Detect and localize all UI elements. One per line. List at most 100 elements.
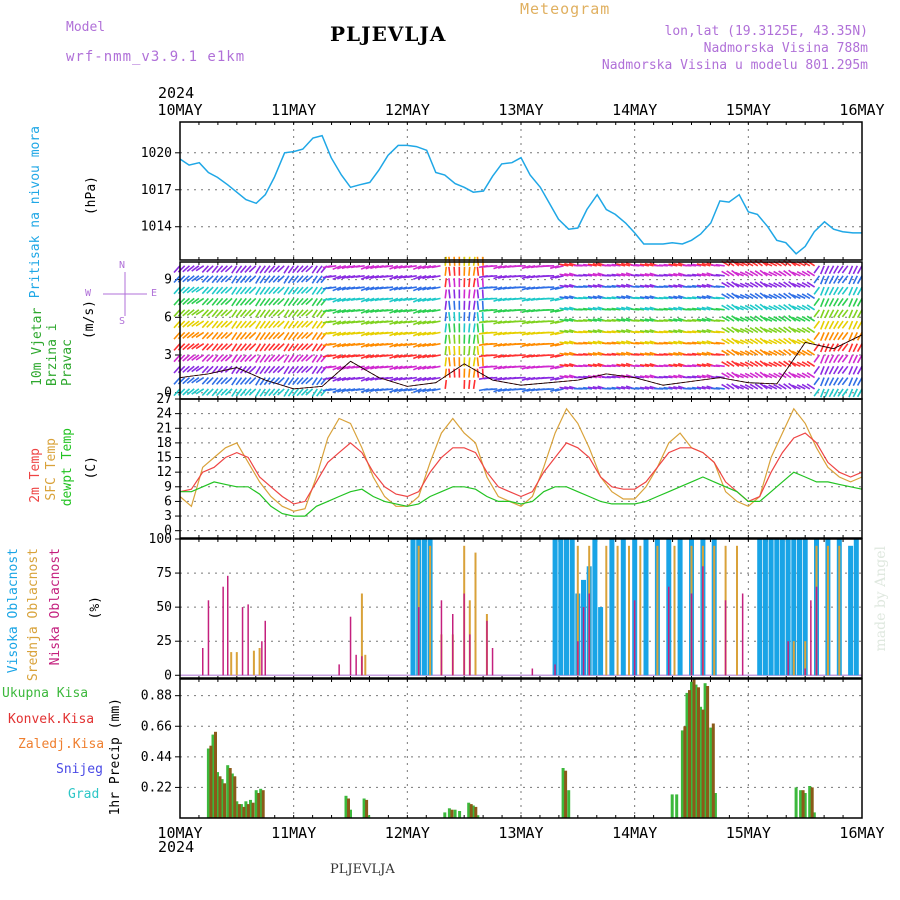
wind-arrow (813, 309, 821, 318)
wind-arrow (305, 331, 314, 339)
wind-arrow (701, 262, 711, 267)
wind-arrow (773, 349, 782, 356)
cloud-bar (838, 545, 841, 676)
wind-arrow (393, 354, 403, 359)
wind-arrow (417, 388, 427, 393)
wind-arrow (182, 365, 191, 373)
wind-arrow (191, 388, 200, 395)
wind-arrow (268, 377, 276, 385)
wind-arrow (370, 286, 380, 291)
wind-arrow (191, 331, 200, 339)
wind-arrow (616, 352, 626, 356)
wind-arrow (763, 328, 773, 334)
wind-arrow (407, 354, 417, 358)
wind-arrow (744, 304, 754, 311)
wind-arrow (311, 331, 318, 341)
wind-arrow (206, 377, 214, 385)
wind-arrow (516, 388, 526, 391)
wind-arrow (398, 286, 408, 291)
wind-arrow (806, 349, 816, 356)
wind-arrow (201, 388, 209, 397)
wind-arrow (749, 338, 759, 345)
wind-arrow (195, 343, 205, 350)
wind-arrow (224, 388, 233, 396)
precip-total-bar (362, 798, 366, 818)
wind-arrow (327, 275, 337, 278)
wind-arrow (635, 364, 645, 368)
wind-arrow (224, 320, 233, 328)
wind-arrow (305, 286, 314, 294)
wind-arrow (195, 275, 205, 282)
wind-arrow (296, 377, 304, 385)
wind-arrow (691, 330, 702, 334)
wind-arrow (559, 307, 569, 311)
wind-arrow (300, 343, 309, 351)
wind-arrow (206, 297, 214, 306)
y-tick-label: 3 (164, 509, 172, 524)
wind-arrow (813, 286, 821, 295)
cloud-bar (598, 607, 604, 676)
wind-arrow (620, 284, 631, 288)
wind-arrow (283, 388, 290, 397)
wind-arrow (422, 297, 432, 302)
wind-arrow (248, 275, 257, 283)
wind-arrow (305, 377, 314, 385)
wind-arrow (763, 261, 773, 267)
wind-arrow (611, 330, 621, 334)
wind-arrow (687, 375, 697, 379)
wind-arrow (292, 365, 300, 374)
wind-arrow (606, 353, 616, 356)
wind-arrow (791, 271, 801, 277)
wind-arrow (564, 262, 574, 267)
wind-arrow (620, 295, 631, 300)
wind-arrow (211, 286, 219, 295)
wind-arrow (721, 383, 730, 390)
wind-arrow (497, 309, 508, 313)
wind-arrow (332, 297, 342, 303)
wind-arrow (639, 364, 650, 368)
wind-arrow (201, 320, 209, 329)
wind-arrow (224, 275, 233, 283)
wind-arrow (564, 306, 574, 311)
wind-arrow (448, 278, 451, 288)
wind-arrow (337, 309, 347, 314)
wind-arrow (837, 331, 844, 341)
wind-arrow (283, 309, 290, 318)
wind-arrow (497, 331, 508, 336)
wind-arrow (300, 265, 309, 273)
wind-arrow (255, 365, 262, 375)
wind-arrow (639, 273, 650, 277)
wind-arrow (801, 349, 811, 356)
wind-arrow (263, 331, 271, 340)
wind-arrow (182, 265, 191, 273)
wind-arrow (311, 365, 318, 375)
wind-arrow (488, 354, 498, 357)
wind-arrow (521, 309, 531, 314)
wind-arrow (283, 286, 290, 296)
wind-arrow (644, 273, 654, 277)
wind-arrow (393, 376, 403, 382)
wind-arrow (852, 286, 859, 296)
y-tick-label: 0 (164, 524, 172, 539)
wind-arrow (263, 286, 271, 295)
wind-arrow (182, 343, 191, 351)
wind-arrow (296, 275, 304, 284)
wind-arrow (744, 293, 754, 300)
wind-arrow (292, 309, 300, 318)
wind-arrow (763, 384, 773, 390)
wind-arrow (497, 275, 508, 279)
wind-arrow (687, 296, 697, 300)
wind-arrow (296, 297, 304, 306)
wind-arrow (426, 297, 436, 302)
wind-arrow (173, 320, 181, 329)
wind-arrow (806, 304, 816, 311)
wind-arrow (365, 354, 375, 359)
wind-arrow (639, 330, 650, 334)
cloud-bar (677, 539, 683, 676)
wind-arrow (389, 265, 399, 270)
wind-arrow (182, 377, 191, 385)
wind-arrow (564, 340, 574, 345)
wind-arrow (248, 297, 257, 306)
wind-arrow (398, 297, 408, 302)
y-tick-label: 0.88 (141, 689, 172, 704)
